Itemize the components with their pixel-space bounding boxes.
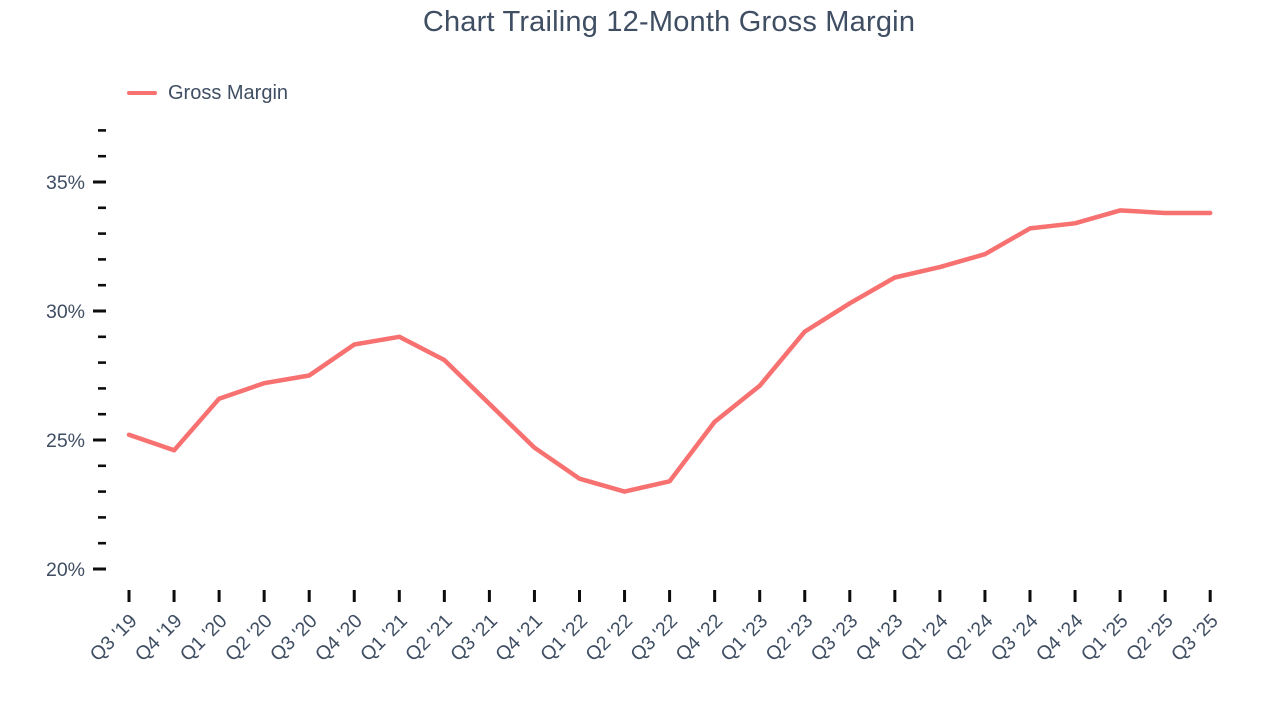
x-axis-tick-label: Q2 '24 [942, 610, 998, 666]
x-axis-tick-label: Q3 '23 [807, 610, 863, 666]
y-axis-tick-label: 30% [46, 301, 85, 323]
x-axis-tick-label: Q3 '20 [266, 610, 322, 666]
x-axis-tick-label: Q1 '24 [897, 610, 953, 666]
x-axis-tick-label: Q1 '21 [356, 610, 412, 666]
y-axis-tick-label: 25% [46, 430, 85, 452]
x-axis-tick-label: Q1 '23 [716, 610, 772, 666]
x-axis-tick-label: Q4 '22 [671, 610, 727, 666]
legend: Gross Margin [127, 81, 288, 105]
y-axis-tick-label: 35% [46, 172, 85, 194]
chart-title: Chart Trailing 12-Month Gross Margin [422, 6, 916, 38]
x-axis-tick-label: Q2 '20 [221, 610, 277, 666]
x-axis-tick-label: Q3 '25 [1167, 610, 1223, 666]
x-axis-tick-label: Q2 '22 [581, 610, 637, 666]
legend-line-swatch [127, 91, 157, 95]
x-axis-tick-label: Q3 '22 [626, 610, 682, 666]
x-axis-tick-label: Q4 '20 [311, 610, 367, 666]
x-axis-tick-label: Q3 '19 [86, 610, 142, 666]
x-axis-tick-label: Q2 '21 [401, 610, 457, 666]
x-axis-tick-label: Q1 '20 [176, 610, 232, 666]
x-axis-tick-label: Q1 '22 [536, 610, 592, 666]
legend-label: Gross Margin [168, 81, 289, 104]
x-axis-tick-label: Q2 '23 [762, 610, 818, 666]
x-axis-tick-label: Q4 '21 [491, 610, 547, 666]
x-axis-tick-label: Q3 '24 [987, 610, 1043, 666]
x-axis-tick-label: Q2 '25 [1122, 610, 1178, 666]
gross-margin-line [126, 208, 1213, 494]
x-axis-tick-label: Q4 '24 [1032, 610, 1088, 666]
x-axis-tick-label: Q4 '23 [852, 610, 908, 666]
y-axis-tick-label: 20% [46, 559, 85, 581]
x-axis-tick-label: Q4 '19 [131, 610, 187, 666]
x-axis-tick-label: Q1 '25 [1077, 610, 1133, 666]
x-axis-tick-label: Q3 '21 [446, 610, 502, 666]
